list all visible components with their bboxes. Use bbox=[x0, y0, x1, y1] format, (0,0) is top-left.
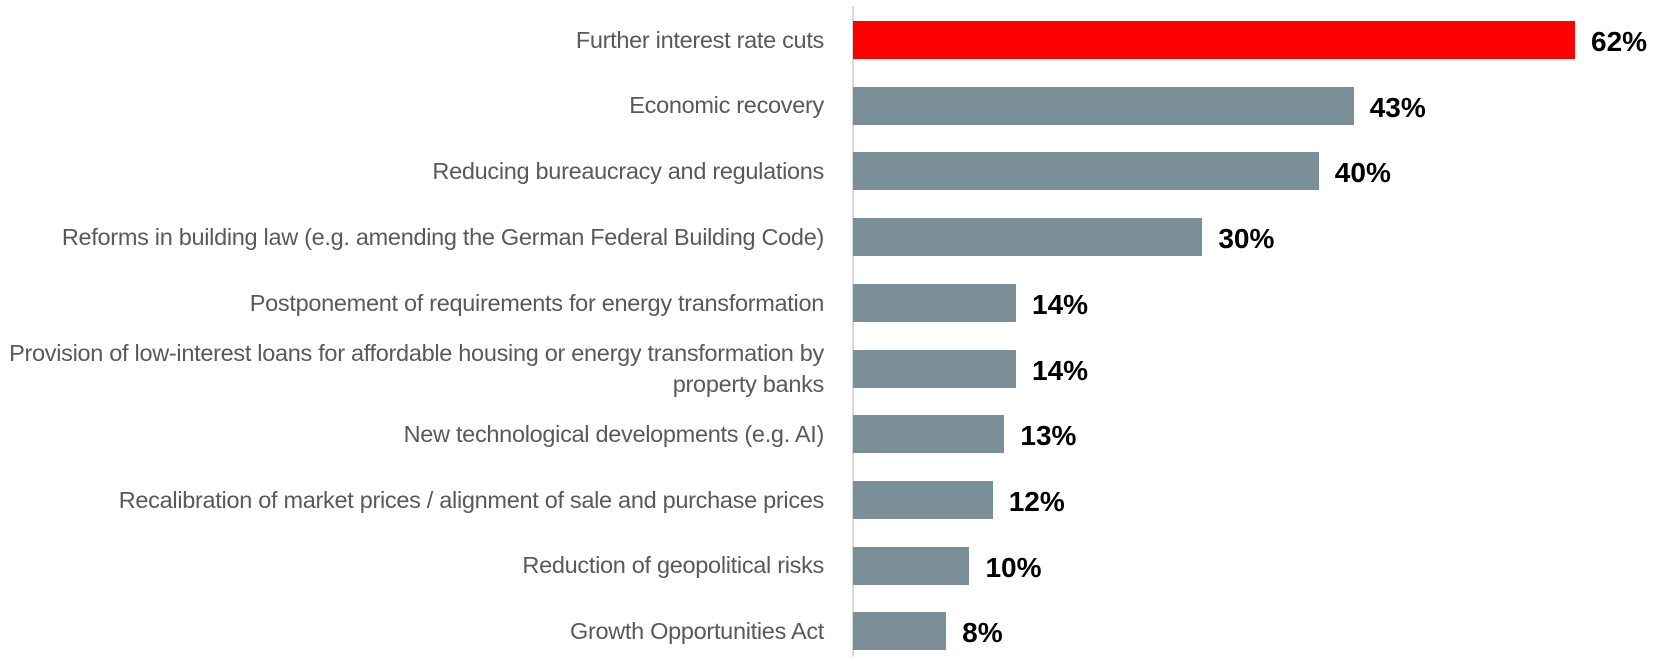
category-label: Recalibration of market prices / alignme… bbox=[118, 486, 825, 513]
bar bbox=[853, 283, 1017, 322]
bar bbox=[853, 218, 1203, 257]
bar bbox=[853, 349, 1017, 388]
value-label: 14% bbox=[1032, 354, 1089, 386]
value-label: 8% bbox=[962, 617, 1003, 649]
bar bbox=[853, 546, 970, 585]
category-label: Further interest rate cuts bbox=[575, 26, 824, 53]
bar bbox=[853, 21, 1575, 59]
bar bbox=[853, 612, 947, 651]
value-label: 12% bbox=[1008, 485, 1065, 517]
category-label: Provision of low-interest loans for affo… bbox=[9, 339, 824, 397]
value-label: 14% bbox=[1032, 288, 1089, 320]
value-label: 10% bbox=[985, 551, 1042, 583]
category-label: Economic recovery bbox=[629, 92, 824, 119]
category-label: Reduction of geopolitical risks bbox=[522, 552, 824, 579]
bar bbox=[853, 480, 993, 519]
value-label: 13% bbox=[1020, 420, 1077, 452]
bar bbox=[853, 86, 1354, 125]
bar bbox=[853, 152, 1319, 191]
category-label: Reforms in building law (e.g. amending t… bbox=[61, 223, 824, 250]
category-label: New technological developments (e.g. AI) bbox=[403, 420, 825, 447]
axis-line bbox=[852, 6, 854, 657]
value-label: 30% bbox=[1218, 223, 1275, 255]
category-label: Reducing bureaucracy and regulations bbox=[432, 158, 824, 185]
value-label: 62% bbox=[1591, 26, 1648, 57]
category-label: Growth Opportunities Act bbox=[569, 618, 824, 645]
value-label: 43% bbox=[1369, 91, 1426, 123]
value-label: 40% bbox=[1334, 157, 1391, 189]
category-label: Postponement of requirements for energy … bbox=[249, 289, 825, 316]
bar bbox=[853, 415, 1005, 454]
